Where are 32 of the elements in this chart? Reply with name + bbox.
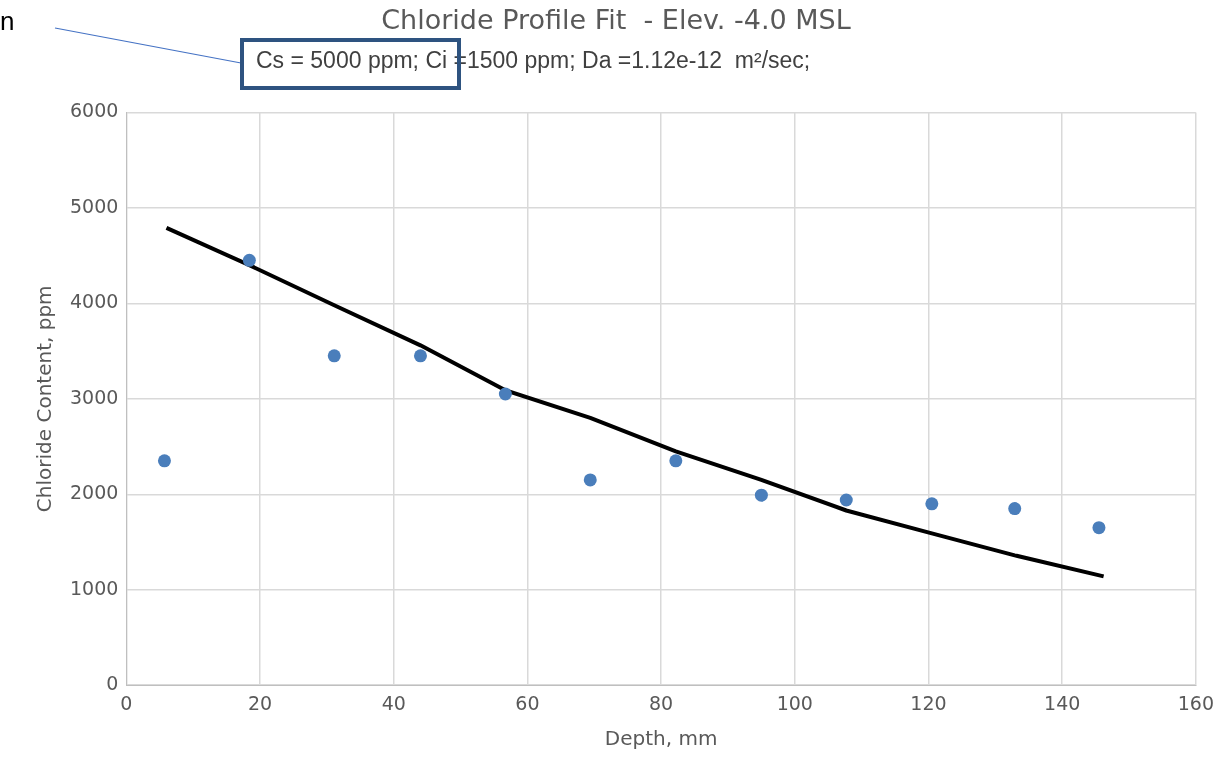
y-tick-label: 6000 [69,99,119,122]
y-tick-label: 2000 [69,481,119,504]
point [1008,502,1022,516]
x-tick-label: 80 [649,691,674,714]
y-tick-label: 3000 [69,385,119,408]
y-tick-label: 1000 [69,576,119,599]
point [413,349,427,363]
point [754,488,768,502]
point [242,253,256,267]
x-tick-label: 40 [381,691,406,714]
y-tick-label: 5000 [69,194,119,217]
point [669,454,683,468]
point [327,349,341,363]
point [583,473,597,487]
point [498,387,512,401]
chart-title: Chloride Profile Fit - Elev. -4.0 MSL [381,4,851,36]
x-tick-label: 140 [1044,691,1081,714]
y-tick-label: 0 [106,672,119,695]
text: n [0,6,15,37]
x-tick-label: 0 [120,691,133,714]
x-tick-label: 120 [910,691,947,714]
point [157,454,171,468]
x-tick-label: 160 [1177,691,1214,714]
point [839,493,853,507]
x-tick-label: 20 [247,691,273,714]
y-axis-title: Chloride Content, ppm [32,285,57,513]
point [925,497,939,511]
y-tick-label: 4000 [69,290,119,313]
x-axis-title: Depth, mm [604,726,718,751]
point [1092,521,1106,535]
x-tick-label: 60 [515,691,540,714]
x-tick-label: 100 [776,691,813,714]
